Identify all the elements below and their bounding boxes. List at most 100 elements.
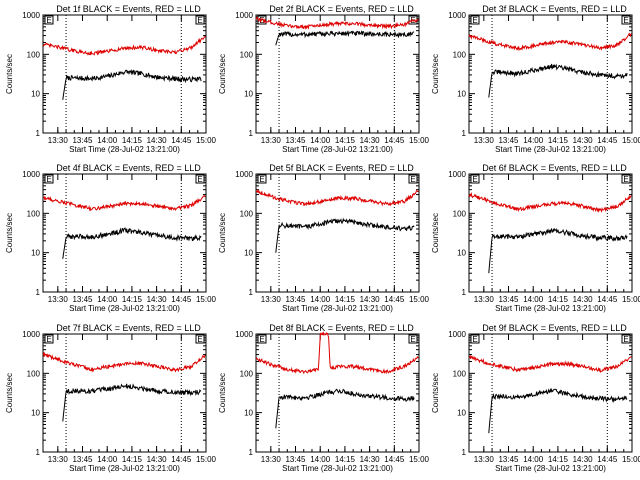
x-axis-title: Start Time (28-Jul-02 13:21:00) <box>282 304 393 313</box>
y-tick-label: 100 <box>453 209 467 218</box>
lld-series-line <box>255 331 419 375</box>
x-tick-label: 14:00 <box>310 455 331 464</box>
plot-frame <box>468 173 633 293</box>
y-tick-label: 100 <box>27 50 41 59</box>
lld-series-line <box>42 194 206 212</box>
y-tick-label: 1000 <box>22 170 40 179</box>
x-tick-label: 15:00 <box>196 455 217 464</box>
x-axis-title: Start Time (28-Jul-02 13:21:00) <box>69 304 180 313</box>
y-tick-label: 1 <box>462 448 467 457</box>
lld-series-line <box>255 188 419 207</box>
x-tick-label: 14:30 <box>573 136 594 145</box>
lld-series-line <box>42 351 206 373</box>
y-tick-label: 1000 <box>22 11 40 20</box>
y-axis-title: Counts/sec <box>218 373 227 413</box>
plot-frame <box>42 14 207 134</box>
e-marker-box <box>408 174 418 184</box>
y-tick-label: 10 <box>31 249 40 258</box>
y-tick-label: 1 <box>36 288 41 297</box>
e-marker-label: E <box>46 335 51 344</box>
x-axis-title: Start Time (28-Jul-02 13:21:00) <box>495 464 606 473</box>
x-tick-label: 15:00 <box>409 295 430 304</box>
panel-title: Det 1f BLACK = Events, RED = LLD <box>56 4 201 14</box>
panel-title: Det 7f BLACK = Events, RED = LLD <box>56 323 201 333</box>
e-marker-label: E <box>259 175 264 184</box>
y-tick-label: 1 <box>249 288 254 297</box>
panel-title: Det 3f BLACK = Events, RED = LLD <box>482 4 627 14</box>
x-tick-label: 13:30 <box>261 136 282 145</box>
x-tick-label: 14:15 <box>548 295 569 304</box>
e-marker-label: E <box>46 175 51 184</box>
x-tick-label: 13:30 <box>48 455 69 464</box>
e-marker-label: E <box>623 16 628 25</box>
x-tick-label: 13:30 <box>48 295 69 304</box>
panel-det-1: Det 1f BLACK = Events, RED = LLD 1 10 100 10… <box>5 4 217 154</box>
y-tick-label: 1 <box>249 129 254 138</box>
lld-series-line <box>468 32 632 52</box>
e-marker-label: E <box>472 175 477 184</box>
e-marker-box <box>44 15 54 25</box>
y-tick-label: 100 <box>240 369 254 378</box>
y-tick-label: 100 <box>240 209 254 218</box>
x-tick-label: 14:45 <box>597 295 618 304</box>
x-tick-label: 14:30 <box>573 295 594 304</box>
x-tick-label: 14:15 <box>335 295 356 304</box>
e-marker-box <box>470 334 480 344</box>
y-tick-label: 10 <box>244 249 253 258</box>
panel-det-5: Det 5f BLACK = Events, RED = LLD 1 10 100 10… <box>218 163 430 313</box>
x-axis-title: Start Time (28-Jul-02 13:21:00) <box>69 145 180 154</box>
y-tick-label: 1 <box>462 288 467 297</box>
y-tick-label: 100 <box>27 209 41 218</box>
y-tick-label: 10 <box>457 90 466 99</box>
panel-title: Det 2f BLACK = Events, RED = LLD <box>269 4 414 14</box>
e-marker-box <box>257 334 267 344</box>
y-tick-label: 100 <box>27 369 41 378</box>
x-tick-label: 14:00 <box>97 295 118 304</box>
x-tick-label: 14:30 <box>360 136 381 145</box>
x-tick-label: 15:00 <box>196 295 217 304</box>
x-tick-label: 14:15 <box>122 136 143 145</box>
e-marker-label: E <box>197 175 202 184</box>
x-tick-label: 14:00 <box>310 136 331 145</box>
y-axis-title: Counts/sec <box>431 373 440 413</box>
panel-title: Det 4f BLACK = Events, RED = LLD <box>56 163 201 173</box>
x-tick-label: 13:45 <box>72 295 93 304</box>
e-marker-label: E <box>410 175 415 184</box>
e-marker-label: E <box>472 335 477 344</box>
y-tick-label: 1000 <box>448 170 466 179</box>
e-marker-box <box>621 174 631 184</box>
x-tick-label: 13:45 <box>498 455 519 464</box>
panel-det-8: Det 8f BLACK = Events, RED = LLD 1 10 100 10… <box>218 323 430 473</box>
events-series-line <box>62 68 202 100</box>
y-tick-label: 1 <box>249 448 254 457</box>
x-tick-label: 14:45 <box>384 136 405 145</box>
x-tick-label: 13:45 <box>498 136 519 145</box>
y-tick-label: 1000 <box>448 330 466 339</box>
y-tick-label: 10 <box>457 409 466 418</box>
lld-series-line <box>255 16 419 30</box>
e-marker-box <box>470 174 480 184</box>
y-axis-title: Counts/sec <box>218 213 227 253</box>
x-tick-label: 14:45 <box>597 455 618 464</box>
e-marker-box <box>195 334 205 344</box>
y-axis-title: Counts/sec <box>5 54 14 94</box>
x-tick-label: 13:30 <box>261 295 282 304</box>
events-series-line <box>62 227 202 259</box>
lld-series-line <box>468 354 632 374</box>
events-series-line <box>275 217 415 253</box>
y-tick-label: 10 <box>31 409 40 418</box>
y-tick-label: 10 <box>244 409 253 418</box>
e-marker-label: E <box>46 16 51 25</box>
y-tick-label: 100 <box>453 369 467 378</box>
e-marker-box <box>44 174 54 184</box>
events-series-line <box>488 63 628 98</box>
x-tick-label: 15:00 <box>409 136 430 145</box>
plot-frame <box>468 14 633 134</box>
x-tick-label: 15:00 <box>622 136 640 145</box>
x-tick-label: 13:30 <box>474 295 495 304</box>
x-axis-title: Start Time (28-Jul-02 13:21:00) <box>495 304 606 313</box>
x-tick-label: 14:45 <box>384 295 405 304</box>
e-marker-label: E <box>472 16 477 25</box>
e-marker-label: E <box>259 16 264 25</box>
